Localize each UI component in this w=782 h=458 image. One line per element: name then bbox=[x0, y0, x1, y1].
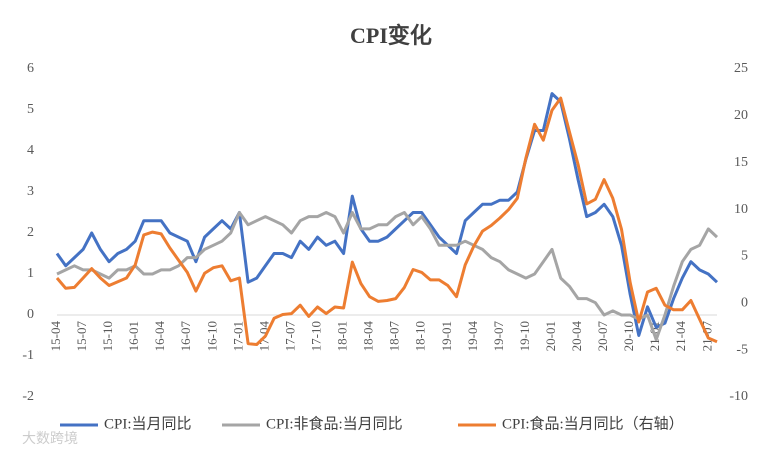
x-tick-label: 19-04 bbox=[465, 321, 480, 352]
y2-tick-label: -5 bbox=[736, 342, 748, 357]
x-tick-label: 19-07 bbox=[491, 321, 506, 352]
y2-tick-label: 5 bbox=[741, 249, 748, 264]
y2-tick-label: -10 bbox=[729, 389, 748, 404]
series-line bbox=[56, 211, 719, 342]
watermark: 大数跨境 bbox=[22, 431, 78, 447]
x-tick-label: 19-10 bbox=[517, 321, 532, 351]
x-tick-label: 15-07 bbox=[74, 321, 89, 352]
x-tick-label: 17-07 bbox=[282, 321, 297, 352]
x-tick-label: 15-04 bbox=[48, 321, 63, 352]
y-tick-label: 1 bbox=[27, 266, 34, 281]
y-tick-label: 3 bbox=[27, 184, 34, 199]
series-line bbox=[55, 96, 718, 346]
legend-label: CPI:食品:当月同比（右轴） bbox=[502, 415, 684, 432]
x-tick-label: 16-04 bbox=[152, 321, 167, 352]
legend-label: CPI:非食品:当月同比 bbox=[266, 415, 403, 432]
y-tick-label: 6 bbox=[27, 61, 34, 76]
x-tick-label: 18-04 bbox=[361, 321, 376, 352]
chart-title: CPI变化 bbox=[350, 23, 432, 48]
y2-tick-label: 10 bbox=[734, 202, 748, 217]
y2-tick-label: 25 bbox=[734, 61, 748, 76]
x-tick-label: 18-07 bbox=[387, 321, 402, 352]
x-tick-label: 17-01 bbox=[230, 321, 245, 351]
x-tick-label: 17-10 bbox=[309, 321, 324, 351]
x-tick-label: 20-07 bbox=[595, 321, 610, 352]
x-tick-label: 16-01 bbox=[126, 321, 141, 351]
x-tick-label: 21-04 bbox=[673, 321, 688, 352]
x-tick-label: 20-10 bbox=[621, 321, 636, 351]
y-tick-label: 5 bbox=[27, 102, 34, 117]
x-tick-label: 20-01 bbox=[543, 321, 558, 351]
y-tick-label: 2 bbox=[27, 225, 34, 240]
y-tick-label: 4 bbox=[27, 143, 34, 158]
y2-tick-label: 20 bbox=[734, 108, 748, 123]
x-tick-label: 18-10 bbox=[413, 321, 428, 351]
y-tick-label: -2 bbox=[22, 389, 34, 404]
x-tick-label: 19-01 bbox=[439, 321, 454, 351]
series-line bbox=[55, 92, 719, 337]
x-tick-label: 15-10 bbox=[100, 321, 115, 351]
x-tick-label: 16-10 bbox=[204, 321, 219, 351]
x-tick-label: 20-04 bbox=[569, 321, 584, 352]
y2-tick-label: 0 bbox=[741, 296, 748, 311]
x-tick-label: 16-07 bbox=[178, 321, 193, 352]
y-tick-label: -1 bbox=[22, 348, 34, 363]
y2-tick-label: 15 bbox=[734, 155, 748, 170]
x-tick-label: 18-01 bbox=[335, 321, 350, 351]
legend-label: CPI:当月同比 bbox=[104, 415, 192, 432]
y-tick-label: 0 bbox=[27, 307, 34, 322]
